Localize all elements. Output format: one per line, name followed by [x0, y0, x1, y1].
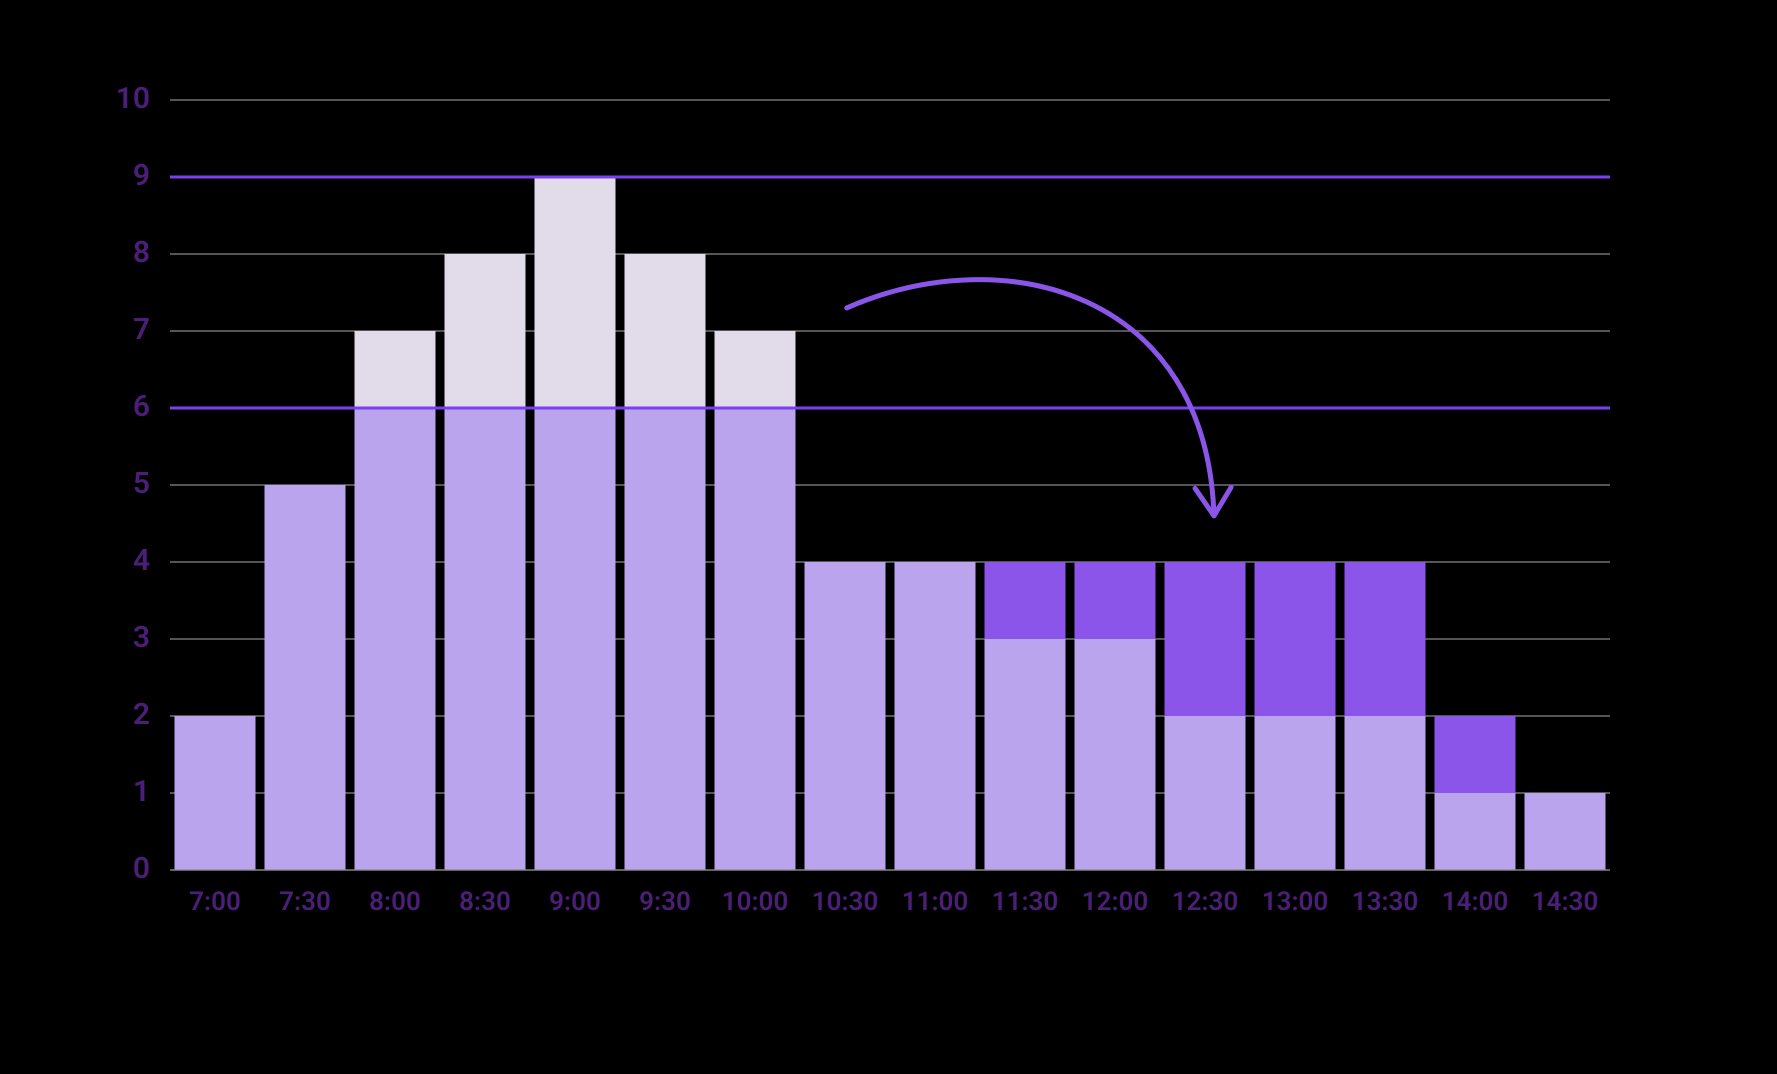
bar-base — [1165, 716, 1246, 870]
bar-base — [1345, 716, 1426, 870]
y-tick-label: 4 — [133, 543, 150, 578]
bar-shifted — [1165, 562, 1246, 716]
x-tick-label: 9:30 — [639, 887, 691, 917]
x-tick-label: 12:30 — [1172, 887, 1239, 917]
x-tick-label: 7:30 — [279, 887, 331, 917]
y-tick-label: 0 — [133, 851, 150, 886]
bar-base — [805, 562, 886, 870]
bar-overflow — [355, 331, 436, 408]
y-tick-label: 2 — [133, 697, 150, 732]
bar-base — [625, 408, 706, 870]
y-tick-label: 9 — [133, 158, 150, 193]
bar-base — [445, 408, 526, 870]
bar-base — [265, 485, 346, 870]
x-tick-label: 7:00 — [189, 887, 241, 917]
y-tick-label: 10 — [116, 81, 150, 116]
bar-overflow — [715, 331, 796, 408]
y-tick-label: 6 — [133, 389, 150, 424]
bar-base — [1525, 793, 1606, 870]
stacked-bar-chart: 0 1 2 3 4 5 6 7 8 9 10 7:00 7:30 8:00 8:30 9:00 9:30 10:0… — [0, 0, 1777, 1074]
x-tick-label: 14:00 — [1442, 887, 1509, 917]
bar-base — [1435, 793, 1516, 870]
x-tick-label: 8:30 — [459, 887, 511, 917]
bar-base — [985, 639, 1066, 870]
bar-base — [1255, 716, 1336, 870]
bar-base — [535, 408, 616, 870]
bar-overflow — [535, 177, 616, 408]
bar-shifted — [985, 562, 1066, 639]
x-tick-label: 14:30 — [1532, 887, 1599, 917]
bar-overflow — [625, 254, 706, 408]
x-tick-label: 9:00 — [549, 887, 601, 917]
bar-shifted — [1075, 562, 1156, 639]
x-tick-label: 11:00 — [902, 887, 969, 917]
y-tick-label: 5 — [133, 466, 150, 501]
y-tick-label: 7 — [133, 312, 150, 347]
y-tick-label: 8 — [133, 235, 150, 270]
bar-shifted — [1255, 562, 1336, 716]
x-tick-label: 8:00 — [369, 887, 421, 917]
x-tick-label: 10:30 — [812, 887, 879, 917]
x-tick-label: 10:00 — [722, 887, 789, 917]
bar-base — [1075, 639, 1156, 870]
bar-shifted — [1345, 562, 1426, 716]
x-tick-label: 13:00 — [1262, 887, 1329, 917]
bar-shifted — [1435, 716, 1516, 793]
bar-base — [355, 408, 436, 870]
x-tick-label: 12:00 — [1082, 887, 1149, 917]
bar-base — [715, 408, 796, 870]
x-tick-label: 13:30 — [1352, 887, 1419, 917]
bar-overflow — [445, 254, 526, 408]
bar-base — [895, 562, 976, 870]
y-tick-label: 1 — [133, 774, 150, 809]
y-tick-label: 3 — [133, 620, 150, 655]
bar-base — [175, 716, 256, 870]
x-tick-label: 11:30 — [992, 887, 1059, 917]
